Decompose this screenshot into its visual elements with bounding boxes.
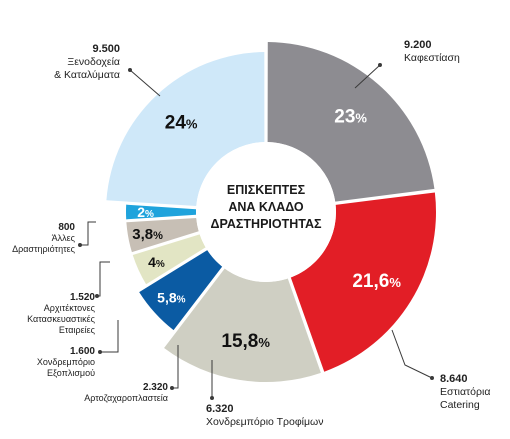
value-label-0: 9.200 bbox=[404, 39, 432, 51]
name-label-7: Ξενοδοχεία bbox=[67, 56, 120, 68]
percent-labels: 23% 21,6% 15,8% 5,8% 4% 3,8% 2% 24% bbox=[132, 107, 401, 352]
percent-label-2: 15,8% bbox=[221, 331, 270, 352]
leader-lines bbox=[78, 63, 434, 400]
value-label-5: 1.520 bbox=[70, 292, 95, 303]
name-label-0: Καφεστίαση bbox=[404, 52, 460, 64]
name-label-2: Χονδρεμπόριο Τροφίμων bbox=[206, 416, 323, 428]
leader-line-0 bbox=[354, 64, 381, 89]
leader-dot-1 bbox=[430, 376, 434, 380]
name-label-7: & Καταλύματα bbox=[54, 69, 120, 81]
percent-label-1: 21,6% bbox=[352, 271, 401, 292]
name-label-6: Δραστηριότητες bbox=[12, 244, 76, 254]
slice-4 bbox=[132, 234, 206, 285]
leader-line-1 bbox=[391, 329, 433, 379]
value-label-2: 6.320 bbox=[206, 403, 234, 415]
name-label-1: Catering bbox=[440, 399, 480, 411]
value-label-7: 9.500 bbox=[92, 43, 120, 55]
leader-dot-2 bbox=[210, 396, 214, 400]
leader-line-6 bbox=[80, 221, 96, 246]
leader-line-7 bbox=[129, 69, 161, 97]
leader-line-4 bbox=[100, 320, 119, 353]
slice-7 bbox=[106, 52, 265, 206]
value-label-6: 800 bbox=[58, 222, 75, 233]
name-label-1: Εστιατόρια bbox=[440, 386, 490, 398]
leader-dot-0 bbox=[378, 63, 382, 67]
leader-line-5 bbox=[97, 261, 110, 297]
name-label-5: Εταιρείες bbox=[59, 325, 96, 335]
name-label-4: Χονδρεμπόριο bbox=[37, 357, 95, 367]
chart-title-line: ΕΠΙΣΚΕΠΤΕΣ bbox=[227, 183, 306, 197]
name-label-6: Άλλες bbox=[52, 233, 76, 243]
chart-title-line: ΔΡΑΣΤΗΡΙΟΤΗΤΑΣ bbox=[210, 217, 322, 231]
donut-hole bbox=[196, 142, 336, 282]
slice-3 bbox=[139, 250, 223, 331]
value-label-4: 1.600 bbox=[70, 346, 95, 357]
slice-1 bbox=[290, 192, 437, 372]
leader-dot-3 bbox=[170, 386, 174, 390]
percent-label-4: 4% bbox=[148, 254, 165, 270]
percent-label-5: 3,8% bbox=[132, 226, 163, 243]
name-label-4: Εξοπλισμού bbox=[47, 368, 95, 378]
chart-title-line: ΑΝΑ ΚΛΑΔΟ bbox=[228, 200, 304, 214]
name-label-5: Αρχιτέκτονες bbox=[44, 303, 96, 313]
percent-label-3: 5,8% bbox=[157, 289, 185, 305]
percent-label-7: 24% bbox=[165, 112, 198, 133]
percent-label-6: 2% bbox=[137, 204, 154, 220]
value-label-1: 8.640 bbox=[440, 373, 468, 385]
slice-2 bbox=[164, 268, 321, 383]
leader-dot-4 bbox=[98, 350, 102, 354]
value-label-3: 2.320 bbox=[143, 382, 168, 393]
slice-0 bbox=[267, 42, 435, 202]
percent-label-0: 23% bbox=[334, 107, 367, 128]
leader-dot-7 bbox=[128, 68, 132, 72]
slice-5 bbox=[126, 218, 199, 253]
slice-6 bbox=[125, 204, 197, 220]
chart-slices bbox=[106, 42, 437, 383]
leader-dot-5 bbox=[95, 294, 99, 298]
name-label-5: Κατασκευαστικές bbox=[27, 314, 96, 324]
name-label-3: Αρτοζαχαροπλαστεία bbox=[84, 393, 168, 403]
chart-title: ΕΠΙΣΚΕΠΤΕΣ ΑΝΑ ΚΛΑΔΟ ΔΡΑΣΤΗΡΙΟΤΗΤΑΣ bbox=[210, 183, 322, 231]
leader-dot-6 bbox=[78, 243, 82, 247]
